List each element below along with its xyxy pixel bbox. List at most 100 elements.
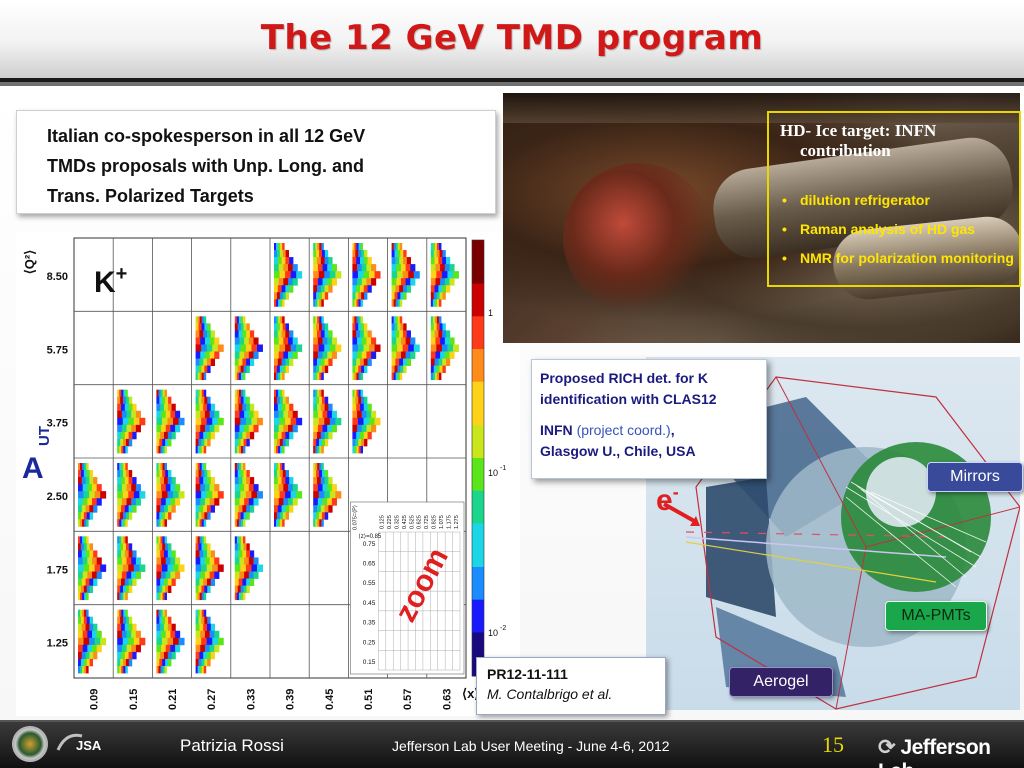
heatmap-block bbox=[84, 519, 87, 527]
heatmap-block bbox=[173, 491, 179, 499]
heatmap-block bbox=[315, 389, 318, 398]
heatmap-block bbox=[83, 491, 90, 499]
heatmap-block bbox=[234, 512, 239, 520]
heatmap-block bbox=[168, 616, 172, 625]
heatmap-block bbox=[352, 330, 357, 338]
heatmap-block bbox=[128, 470, 133, 478]
heatmap-block bbox=[363, 403, 368, 412]
heatmap-block bbox=[279, 344, 286, 352]
colorbar-segment bbox=[472, 327, 484, 339]
heatmap-block bbox=[198, 470, 202, 478]
heatmap-block bbox=[175, 644, 181, 653]
heatmap-block bbox=[321, 243, 324, 251]
heatmap-block bbox=[162, 658, 166, 667]
heatmap-block bbox=[313, 271, 320, 279]
heatmap-block bbox=[87, 498, 93, 506]
heatmap-block bbox=[391, 285, 396, 293]
heatmap-block bbox=[92, 484, 98, 492]
heatmap-block bbox=[206, 564, 213, 572]
spokesperson-box: Italian co-spokesperson in all 12 GeV TM… bbox=[16, 110, 496, 214]
heatmap-block bbox=[204, 438, 208, 447]
heatmap-block bbox=[85, 550, 90, 558]
heatmap-block bbox=[410, 278, 416, 286]
heatmap-block bbox=[366, 278, 372, 286]
heatmap-block bbox=[162, 463, 165, 471]
heatmap-block bbox=[391, 271, 398, 279]
heatmap-block bbox=[316, 365, 320, 374]
heatmap-block bbox=[234, 477, 239, 485]
heatmap-cell bbox=[274, 463, 303, 527]
heatmap-block bbox=[199, 592, 203, 601]
colorbar-tick: 10 bbox=[488, 468, 498, 478]
heatmap-block bbox=[274, 257, 279, 265]
heatmap-block bbox=[121, 609, 124, 618]
heatmap-block bbox=[209, 484, 215, 492]
heatmap-block bbox=[397, 271, 404, 279]
heatmap-block bbox=[436, 243, 440, 251]
heatmap-block bbox=[282, 470, 287, 478]
rich-svg bbox=[685, 376, 1020, 710]
heatmap-block bbox=[121, 536, 124, 544]
heatmap-block bbox=[237, 512, 242, 520]
heatmap-block bbox=[322, 278, 328, 286]
hd-ice-title-line2: contribution bbox=[800, 141, 891, 160]
heatmap-block bbox=[81, 505, 86, 513]
heatmap-block bbox=[132, 403, 137, 412]
heatmap-block bbox=[393, 316, 397, 324]
heatmap-block bbox=[197, 445, 201, 454]
heatmap-block bbox=[313, 292, 317, 300]
heatmap-block bbox=[444, 264, 450, 272]
inset-row-label: 0.55 bbox=[363, 580, 376, 587]
heatmap-block bbox=[352, 278, 358, 286]
heatmap-block bbox=[285, 470, 289, 478]
heatmap-block bbox=[81, 550, 86, 558]
heatmap-block bbox=[435, 337, 441, 345]
x-axis-label: ⟨x⟩ bbox=[462, 686, 479, 701]
heatmap-block bbox=[125, 463, 128, 471]
heatmap-block bbox=[199, 445, 203, 454]
inset-row-label: 0.35 bbox=[363, 620, 376, 627]
hd-ice-photo bbox=[503, 93, 1020, 343]
heatmap-block bbox=[324, 491, 331, 499]
heatmap-block bbox=[290, 271, 297, 279]
heatmap-block bbox=[236, 372, 240, 381]
hd-ice-item: NMR for polarization monitoring bbox=[780, 250, 1020, 266]
heatmap-block bbox=[276, 299, 279, 307]
heatmap-block bbox=[117, 571, 123, 579]
heatmap-block bbox=[371, 351, 377, 359]
heatmap-block bbox=[324, 477, 329, 485]
heatmap-block bbox=[156, 498, 162, 506]
heatmap-block bbox=[201, 637, 208, 646]
heatmap-block bbox=[430, 271, 437, 279]
heatmap-block bbox=[117, 623, 122, 632]
heatmap-block bbox=[313, 463, 316, 471]
heatmap-block bbox=[203, 477, 208, 485]
heatmap-block bbox=[274, 417, 280, 426]
heatmap-block bbox=[195, 550, 200, 558]
heatmap-block bbox=[159, 585, 163, 594]
heatmap-block bbox=[433, 323, 438, 331]
heatmap-block bbox=[282, 389, 285, 398]
heatmap-block bbox=[78, 609, 81, 618]
heatmap-block bbox=[364, 438, 368, 447]
heatmap-block bbox=[123, 585, 127, 594]
footer-author: Patrizia Rossi bbox=[180, 736, 284, 755]
heatmap-block bbox=[452, 271, 459, 279]
heatmap-block bbox=[163, 578, 169, 586]
heatmap-block bbox=[80, 609, 83, 618]
heatmap-block bbox=[87, 557, 93, 565]
heatmap-block bbox=[201, 585, 205, 594]
heatmap-block bbox=[282, 445, 285, 454]
heatmap-block bbox=[195, 330, 200, 338]
colorbar-segment bbox=[472, 403, 484, 415]
heatmap-block bbox=[324, 271, 331, 279]
rich-frame bbox=[695, 376, 1020, 710]
heatmap-block bbox=[123, 445, 126, 454]
partners-label: Glasgow U., Chile, USA bbox=[540, 443, 696, 459]
heatmap-block bbox=[210, 431, 215, 440]
heatmap-block bbox=[364, 365, 368, 374]
heatmap-block bbox=[242, 358, 247, 366]
heatmap-block bbox=[156, 578, 161, 586]
heatmap-block bbox=[319, 519, 322, 527]
heatmap-block bbox=[84, 536, 87, 544]
